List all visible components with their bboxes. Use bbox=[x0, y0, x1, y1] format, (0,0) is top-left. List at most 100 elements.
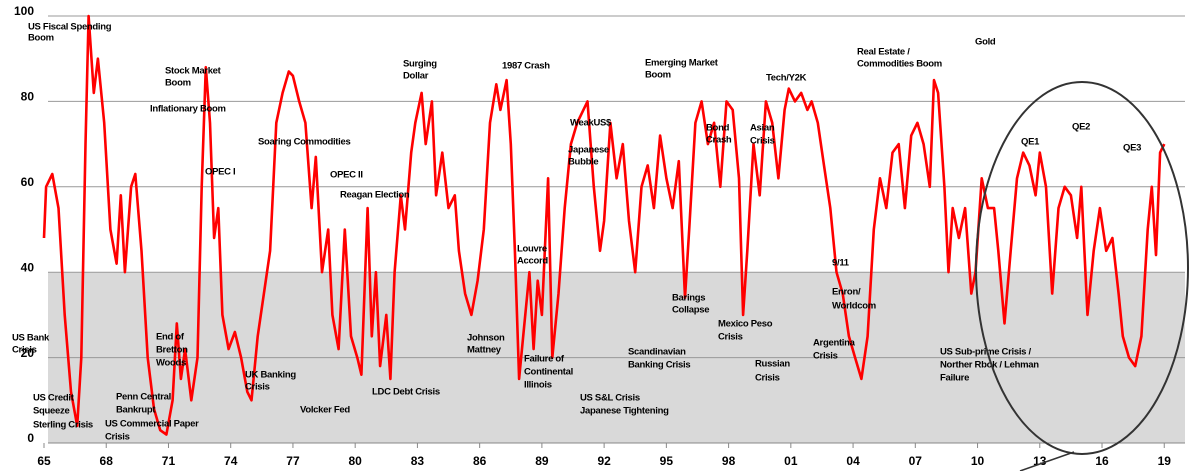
y-tick-label: 20 bbox=[21, 346, 35, 360]
x-tick-label: 95 bbox=[660, 454, 674, 468]
line-layer bbox=[42, 14, 1166, 436]
annotation: Tech/Y2K bbox=[766, 73, 807, 84]
annotation: Commodities Boom bbox=[857, 59, 942, 70]
annotation: Banking Crisis bbox=[628, 360, 690, 371]
annotation: US Commercial Paper bbox=[105, 419, 199, 430]
x-tick-label: 07 bbox=[909, 454, 923, 468]
x-tick-label: 19 bbox=[1158, 454, 1172, 468]
annotation: Argentina bbox=[813, 338, 856, 349]
annotation: Crisis bbox=[755, 373, 780, 384]
annotation: Bretton bbox=[156, 345, 188, 356]
annotation: Gold bbox=[975, 37, 996, 48]
series-line bbox=[42, 14, 1166, 436]
annotation: Worldcom bbox=[832, 301, 876, 312]
annotation: Johnson bbox=[467, 333, 505, 344]
annotation: US Fiscal Spending bbox=[28, 22, 112, 33]
y-tick-label: 100 bbox=[14, 4, 34, 18]
x-tick-label: 04 bbox=[846, 454, 860, 468]
annotation: Continental bbox=[524, 367, 573, 378]
annotation: Crisis bbox=[12, 345, 37, 356]
annotation: Japanese Tightening bbox=[580, 406, 669, 417]
x-tick-label: 83 bbox=[411, 454, 425, 468]
annotation: Enron/ bbox=[832, 287, 861, 298]
annotation: Crisis bbox=[105, 432, 130, 443]
annotation: Inflationary Boom bbox=[150, 104, 226, 115]
y-tick-label: 60 bbox=[21, 175, 35, 189]
y-tick-label: 80 bbox=[21, 90, 35, 104]
annotation: QE3 bbox=[1123, 143, 1141, 154]
annotation: Dollar bbox=[403, 71, 429, 82]
pointer-line bbox=[1019, 451, 1075, 471]
x-tick-label: 89 bbox=[535, 454, 549, 468]
annotation: End of bbox=[156, 332, 185, 343]
x-tick-label: 77 bbox=[286, 454, 300, 468]
x-tick-label: 16 bbox=[1095, 454, 1109, 468]
annotation: Scandinavian bbox=[628, 347, 686, 358]
annotation: US Sub-prime Crisis / bbox=[940, 347, 1031, 358]
annotation: Crisis bbox=[813, 351, 838, 362]
annotation: Woods bbox=[156, 358, 186, 369]
annotation: Bankrupt bbox=[116, 405, 156, 416]
annotation: Asian bbox=[750, 123, 775, 134]
annotation: Failure bbox=[940, 373, 969, 384]
x-tick-label: 74 bbox=[224, 454, 238, 468]
annotation: QE2 bbox=[1072, 122, 1090, 133]
annotation: Accord bbox=[517, 256, 548, 267]
annotation: Real Estate / bbox=[857, 47, 910, 58]
annotation: Crash bbox=[706, 135, 732, 146]
x-tick-label: 71 bbox=[162, 454, 176, 468]
x-tick-label: 01 bbox=[784, 454, 798, 468]
annotation: US Bank bbox=[12, 333, 50, 344]
annotation: Mexico Peso bbox=[718, 319, 773, 330]
y-tick-label: 40 bbox=[21, 260, 35, 274]
annotation: OPEC II bbox=[330, 170, 363, 181]
annotation: Crisis bbox=[750, 136, 775, 147]
annotation: Illinois bbox=[524, 380, 552, 391]
annotation: Volcker Fed bbox=[300, 405, 350, 416]
annotation: Boom bbox=[645, 70, 671, 81]
x-tick-label: 98 bbox=[722, 454, 736, 468]
annotation: Failure of bbox=[524, 354, 565, 365]
annotation: Emerging Market bbox=[645, 58, 719, 69]
annotation: Norther Rbok / Lehman bbox=[940, 360, 1039, 371]
annotation: 9/11 bbox=[832, 258, 850, 269]
grid-layer bbox=[43, 15, 1185, 448]
annotation: Mattney bbox=[467, 345, 502, 356]
annotation: Soaring Commodities bbox=[258, 137, 350, 148]
y-tick-label: 0 bbox=[27, 431, 34, 445]
annotation: Stock Market bbox=[165, 66, 222, 77]
x-tick-label: 65 bbox=[37, 454, 51, 468]
annotation: Boom bbox=[165, 78, 191, 89]
annotation: Russian bbox=[755, 359, 790, 370]
highlight-circle bbox=[975, 81, 1189, 455]
annotation: Collapse bbox=[672, 305, 709, 316]
x-tick-label: 80 bbox=[349, 454, 363, 468]
x-tick-label: 92 bbox=[597, 454, 611, 468]
annotation: UK Banking bbox=[245, 370, 296, 381]
label-layer: 0 20 40 60 80 100 65 68 71 74 77 80 83 86 89 92 95 98 01 04… bbox=[12, 4, 1171, 468]
annotation: LDC Debt Crisis bbox=[372, 387, 440, 398]
annotation: WeakUS$ bbox=[570, 118, 612, 129]
x-tick-label: 68 bbox=[100, 454, 114, 468]
annotation: Reagan Election bbox=[340, 190, 410, 201]
annotation: Bubble bbox=[568, 157, 598, 168]
x-tick-label: 86 bbox=[473, 454, 487, 468]
x-tick-label: 10 bbox=[971, 454, 985, 468]
annotation: Squeeze bbox=[33, 406, 69, 417]
annotation: Bond bbox=[706, 123, 730, 134]
annotation: 1987 Crash bbox=[502, 61, 550, 72]
annotation: US Credit bbox=[33, 393, 75, 404]
annotation: OPEC I bbox=[205, 167, 235, 178]
annotation: Surging bbox=[403, 59, 437, 70]
annotation: Crisis bbox=[245, 382, 270, 393]
annotation: Penn Central bbox=[116, 392, 171, 403]
annotation: Louvre bbox=[517, 244, 547, 255]
annotation: Crisis bbox=[718, 332, 743, 343]
annotation: US S&L Crisis bbox=[580, 393, 640, 404]
annotation: Barings bbox=[672, 293, 705, 304]
annotation: Boom bbox=[28, 33, 54, 44]
annotation: QE1 bbox=[1021, 137, 1040, 148]
annotation: Sterling Crisis bbox=[33, 420, 93, 431]
annotation: Japanese bbox=[568, 145, 609, 156]
